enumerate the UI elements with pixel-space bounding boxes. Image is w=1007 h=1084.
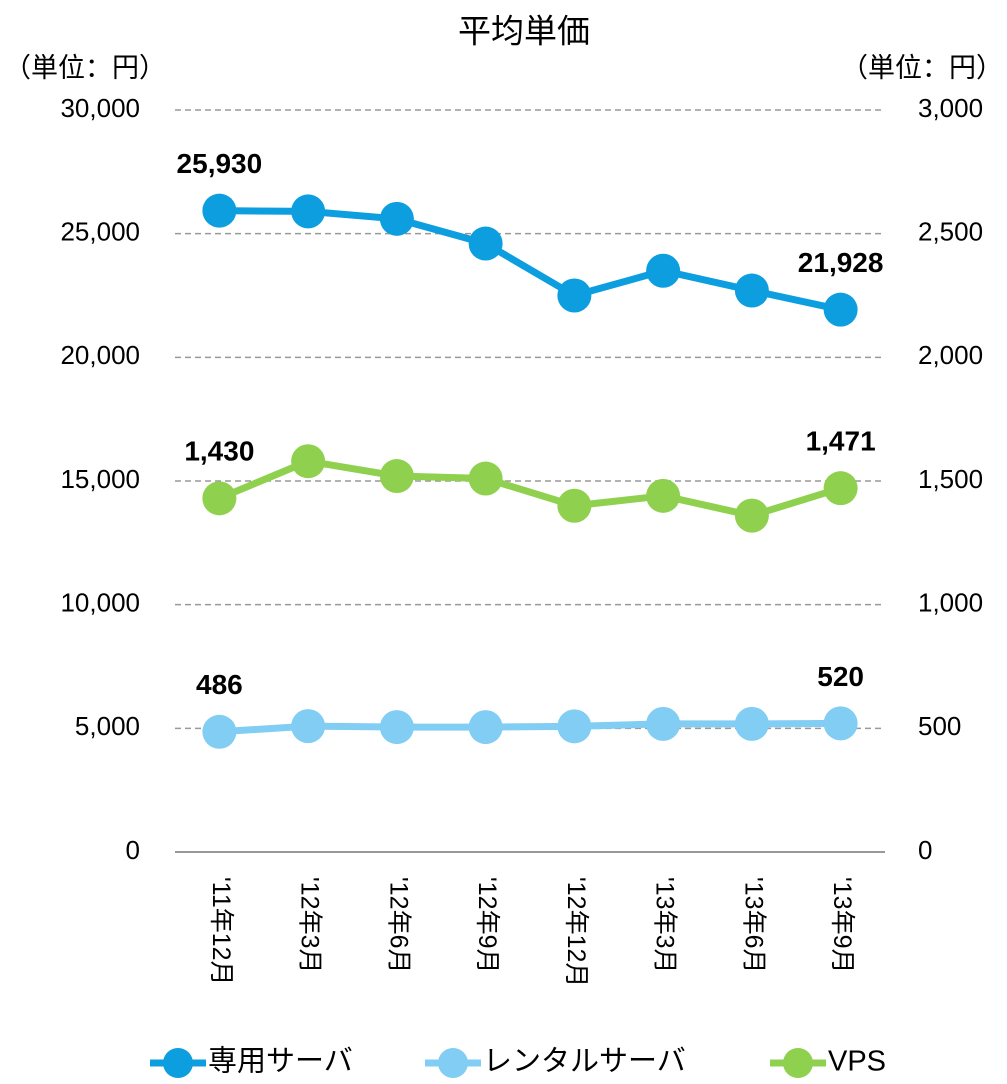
data-label: 1,430 xyxy=(184,436,254,467)
y2-tick-label: 0 xyxy=(918,835,932,865)
x-tick-label: '13年9月 xyxy=(828,877,856,974)
data-point xyxy=(557,488,592,523)
legend-label: レンタルサーバ xyxy=(483,1046,686,1078)
data-point xyxy=(202,193,237,228)
legend-label: VPS xyxy=(828,1046,886,1078)
data-point xyxy=(823,471,858,506)
y-tick-label: 30,000 xyxy=(60,93,140,123)
x-tick-label: '12年6月 xyxy=(384,877,412,974)
y-tick-label: 0 xyxy=(126,835,140,865)
data-label: 21,928 xyxy=(798,247,884,278)
chart-title: 平均単価 xyxy=(458,13,590,50)
data-point xyxy=(646,253,681,288)
data-point xyxy=(468,226,503,261)
x-tick-label: '13年3月 xyxy=(651,877,679,974)
data-point xyxy=(823,706,858,741)
data-point xyxy=(734,498,769,533)
data-point xyxy=(468,710,503,745)
data-point xyxy=(291,709,326,744)
data-point xyxy=(646,478,681,513)
y2-tick-label: 1,500 xyxy=(918,464,983,494)
data-point xyxy=(379,710,414,745)
x-tick-label: '12年9月 xyxy=(473,877,501,974)
legend-marker xyxy=(438,1048,468,1078)
legend-label: 専用サーバ xyxy=(208,1045,353,1078)
data-point xyxy=(202,481,237,516)
x-tick-label: '13年6月 xyxy=(739,877,767,974)
data-label: 1,471 xyxy=(806,426,876,457)
data-point xyxy=(734,706,769,741)
y-unit-label: （単位：円） xyxy=(4,53,166,83)
data-point xyxy=(202,714,237,749)
data-point xyxy=(646,706,681,741)
data-point xyxy=(734,273,769,308)
y2-tick-label: 2,000 xyxy=(918,340,983,370)
data-point xyxy=(291,444,326,479)
data-point xyxy=(291,194,326,229)
y-tick-label: 10,000 xyxy=(60,588,140,618)
y2-tick-label: 1,000 xyxy=(918,588,983,618)
y-tick-label: 25,000 xyxy=(60,217,140,247)
x-tick-label: '11年12月 xyxy=(207,877,235,986)
y2-tick-label: 2,500 xyxy=(918,217,983,247)
data-point xyxy=(823,292,858,327)
x-tick-label: '12年12月 xyxy=(562,877,590,987)
y2-tick-label: 3,000 xyxy=(918,93,983,123)
data-point xyxy=(557,709,592,744)
legend-marker xyxy=(783,1048,813,1078)
data-point xyxy=(379,459,414,494)
y-tick-label: 15,000 xyxy=(60,464,140,494)
data-label: 486 xyxy=(196,669,243,700)
data-label: 25,930 xyxy=(177,148,263,179)
data-point xyxy=(557,278,592,313)
y2-unit-label: （単位：円） xyxy=(841,53,1003,83)
x-tick-label: '12年3月 xyxy=(296,877,324,974)
y-tick-label: 20,000 xyxy=(60,340,140,370)
y-tick-label: 5,000 xyxy=(75,711,140,741)
data-point xyxy=(379,201,414,236)
data-label: 520 xyxy=(817,661,864,692)
y2-tick-label: 500 xyxy=(918,711,961,741)
data-point xyxy=(468,461,503,496)
legend-marker xyxy=(163,1048,193,1078)
